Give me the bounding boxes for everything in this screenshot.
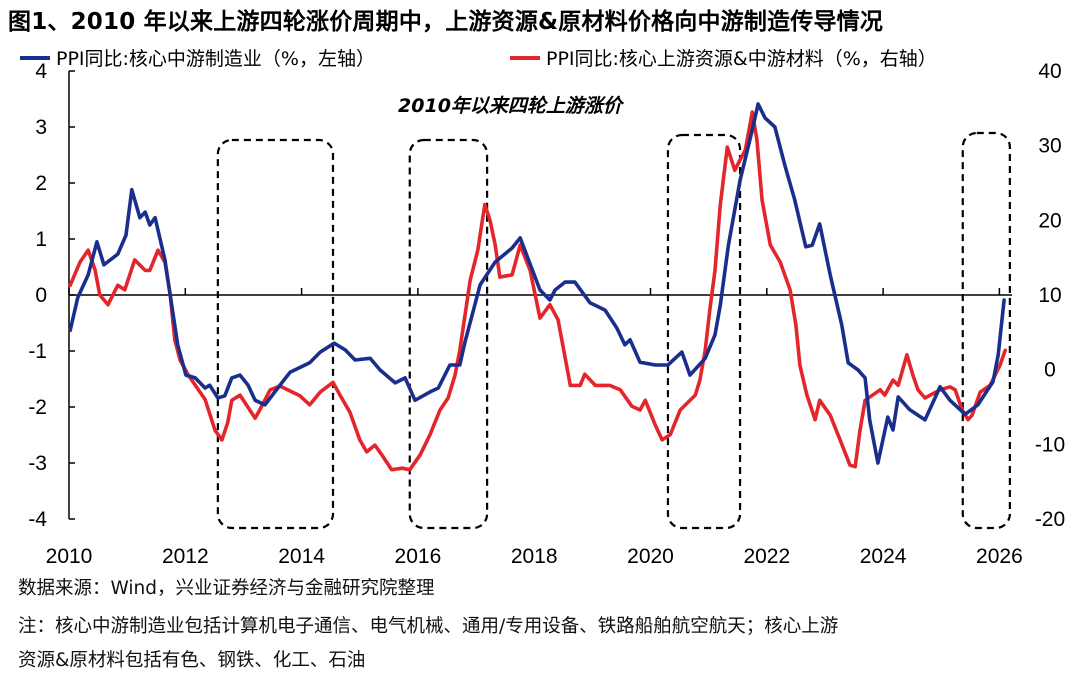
legend-item-upstream: PPI同比:核心上游资源&中游材料（%，右轴） (510, 44, 937, 71)
left-tick-label: 1 (35, 228, 47, 251)
left-tick-label: 3 (35, 116, 47, 139)
right-tick-label: 40 (1038, 60, 1061, 83)
left-tick-label: 0 (35, 284, 47, 307)
series-line-midstream (68, 102, 1006, 465)
chart-title: 图1、2010 年以来上游四轮涨价周期中，上游资源&原材料价格向中游制造传导情况 (8, 9, 884, 35)
footer-source: 数据来源：Wind，兴业证券经济与金融研究院整理 (18, 578, 435, 599)
legend-label-upstream: PPI同比:核心上游资源&中游材料（%，右轴） (546, 48, 937, 70)
left-tick-label: 4 (35, 60, 47, 83)
right-tick-label: 20 (1038, 209, 1061, 232)
left-tick-label: -4 (28, 508, 47, 531)
right-tick-label: 0 (1044, 359, 1056, 382)
left-tick-label: -1 (28, 340, 47, 363)
x-tick-label: 2010 (46, 545, 93, 568)
right-tick-label: -10 (1035, 433, 1065, 456)
legend-swatch-blue (20, 55, 50, 60)
footer-note-line2: 资源&原材料包括有色、钢铁、化工、石油 (18, 650, 366, 671)
highlight-box (961, 131, 1011, 530)
right-tick-label: 10 (1038, 284, 1061, 307)
left-tick-label: -3 (28, 452, 47, 475)
left-tick-label: -2 (28, 396, 47, 419)
right-tick-label: -20 (1035, 508, 1065, 531)
legend-item-midstream: PPI同比:核心中游制造业（%，左轴） (20, 44, 375, 71)
footer-note-line1: 注：核心中游制造业包括计算机电子通信、电气机械、通用/专用设备、铁路船舶航空航天… (18, 616, 839, 637)
highlight-box (216, 138, 335, 530)
x-tick-label: 2016 (395, 545, 442, 568)
left-tick-label: 2 (35, 172, 47, 195)
x-tick-label: 2020 (627, 545, 674, 568)
x-tick-label: 2018 (511, 545, 558, 568)
highlight-box (408, 138, 489, 530)
legend-label-midstream: PPI同比:核心中游制造业（%，左轴） (56, 48, 375, 70)
highlight-box (666, 133, 742, 530)
x-tick-label: 2024 (860, 545, 907, 568)
series-line-upstream (68, 110, 1008, 472)
chart-annotation: 2010年以来四轮上游涨价 (398, 95, 625, 117)
x-tick-label: 2026 (976, 545, 1023, 568)
x-tick-label: 2014 (278, 545, 325, 568)
x-tick-label: 2022 (743, 545, 790, 568)
right-tick-label: 30 (1038, 135, 1061, 158)
x-tick-label: 2012 (162, 545, 209, 568)
legend-swatch-red (510, 55, 540, 60)
